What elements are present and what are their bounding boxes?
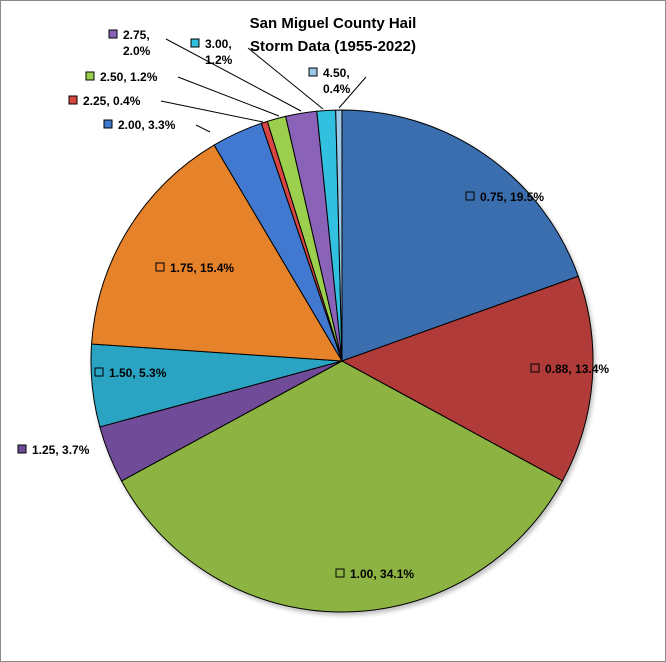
legend-key-1-75 [155,262,165,272]
leader-line-4-50 [338,76,367,109]
data-labels: 0.75, 19.5% 0.88, 13.4% 1.00, 34.1% 1.25, 3… [17,28,609,581]
leader-line-2-00 [195,124,211,133]
data-label-text: 2.50, 1.2% [100,70,158,84]
data-label-1-75: 1.75, 15.4% [155,261,234,275]
chart-title-line-2: Storm Data (1955-2022) [250,38,416,55]
leader-lines [160,38,367,133]
legend-key-4-50 [308,67,318,77]
legend-key-3-00 [190,38,200,48]
pie-slice-0-75 [341,109,579,362]
data-label-1-50: 1.50, 5.3% [94,366,167,380]
data-label-text: 1.50, 5.3% [109,366,167,380]
data-label-2-75: 2.75, 2.0% [108,28,151,58]
legend-key-2-50 [85,71,95,81]
data-label-text: 4.50, [323,66,350,80]
data-label-text: 0.88, 13.4% [545,362,609,376]
data-label-2-50: 2.50, 1.2% [85,70,158,84]
leader-line-2-50 [177,76,280,117]
data-label-text: 2.00, 3.3% [118,118,176,132]
leader-line-2-75 [165,38,302,112]
data-label-text: 1.75, 15.4% [170,261,234,275]
legend-key-0-88 [530,363,540,373]
data-label-text: 3.00, [205,37,232,51]
data-label-1-00: 1.00, 34.1% [335,567,414,581]
legend-key-1-50 [94,367,104,377]
data-label-1-25: 1.25, 3.7% [17,443,90,457]
data-label-2-00: 2.00, 3.3% [103,118,176,132]
data-label-3-00: 3.00, 1.2% [190,37,233,67]
data-label-0-88: 0.88, 13.4% [530,362,609,376]
pie-slice-0-88 [340,275,594,482]
data-label-text: 0.4% [323,82,351,96]
data-label-text: 1.00, 34.1% [350,567,414,581]
data-label-text: 1.25, 3.7% [32,443,90,457]
data-label-4-50: 4.50, 0.4% [308,66,351,96]
legend-key-1-00 [335,568,345,578]
data-label-text: 2.25, 0.4% [83,94,141,108]
data-label-0-75: 0.75, 19.5% [465,190,544,204]
pie-slice-1-00 [120,360,564,613]
legend-key-2-75 [108,29,118,39]
data-label-text: 0.75, 19.5% [480,190,544,204]
legend-key-2-25 [68,95,78,105]
chart-title-line-1: San Miguel County Hail [250,15,417,32]
data-label-text: 2.0% [123,44,151,58]
pie-slices [90,109,594,613]
data-label-text: 2.75, [123,28,150,42]
pie-slice-1-75 [91,144,343,362]
legend-key-2-00 [103,119,113,129]
legend-key-0-75 [465,191,475,201]
pie-slice-4-50 [335,109,343,362]
data-label-text: 1.2% [205,53,233,67]
leader-line-2-25 [160,100,264,123]
data-label-2-25: 2.25, 0.4% [68,94,141,108]
legend-key-1-25 [17,444,27,454]
leader-line-3-00 [247,47,324,110]
